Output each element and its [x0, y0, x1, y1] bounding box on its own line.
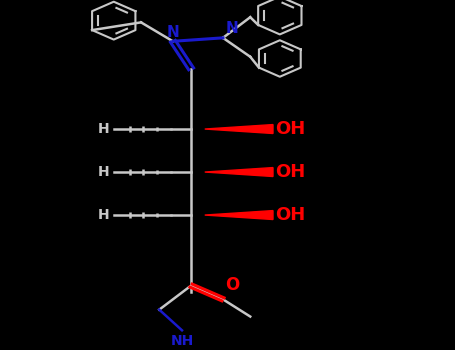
Text: H: H: [97, 208, 109, 222]
Polygon shape: [205, 211, 273, 219]
Text: OH: OH: [275, 163, 305, 181]
Text: H: H: [97, 165, 109, 179]
Text: OH: OH: [275, 120, 305, 138]
Text: H: H: [97, 122, 109, 136]
Polygon shape: [205, 125, 273, 133]
Text: OH: OH: [275, 206, 305, 224]
Text: NH: NH: [170, 334, 194, 348]
Text: O: O: [225, 276, 239, 294]
Text: N: N: [225, 21, 238, 36]
Text: N: N: [167, 25, 179, 40]
Polygon shape: [205, 168, 273, 176]
